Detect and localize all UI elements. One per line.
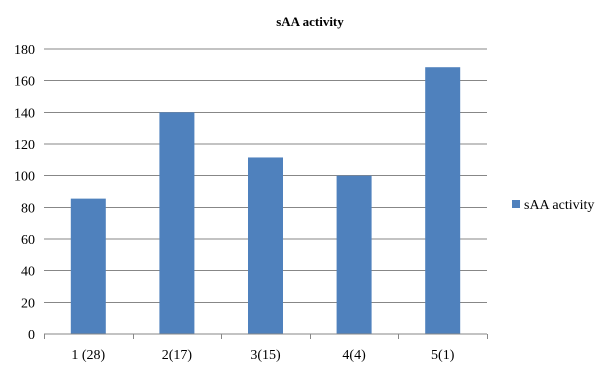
legend-swatch: [512, 200, 520, 208]
y-axis-ticks: 0 20 40 60 80 100 120 140 160 180: [14, 43, 35, 343]
y-tick-label: 180: [14, 43, 35, 58]
x-tick-label: 3(15): [250, 348, 281, 363]
bar: [425, 67, 461, 334]
bar: [70, 198, 106, 334]
x-tick-label: 4(4): [342, 348, 366, 363]
x-axis-ticks: 1 (28) 2(17) 3(15) 4(4) 5(1): [71, 348, 454, 363]
y-tick-label: 160: [14, 75, 35, 90]
bar: [336, 175, 372, 334]
bars: [70, 67, 461, 334]
y-tick-label: 80: [21, 201, 35, 216]
x-tick-label: 5(1): [431, 348, 455, 363]
y-tick-label: 100: [14, 170, 35, 185]
y-tick-label: 120: [14, 138, 35, 153]
x-tick-label: 2(17): [162, 348, 193, 363]
y-tick-label: 40: [21, 265, 35, 280]
x-tick-label: 1 (28): [71, 348, 105, 363]
y-tick-label: 0: [28, 328, 35, 343]
bar: [159, 112, 195, 334]
x-axis: [44, 333, 488, 339]
chart-title: sAA activity: [276, 14, 344, 29]
legend: sAA activity: [512, 198, 594, 213]
y-tick-label: 140: [14, 106, 35, 121]
bar: [248, 157, 283, 334]
y-tick-label: 60: [21, 233, 35, 248]
y-tick-label: 20: [21, 296, 35, 311]
legend-label: sAA activity: [524, 198, 594, 213]
